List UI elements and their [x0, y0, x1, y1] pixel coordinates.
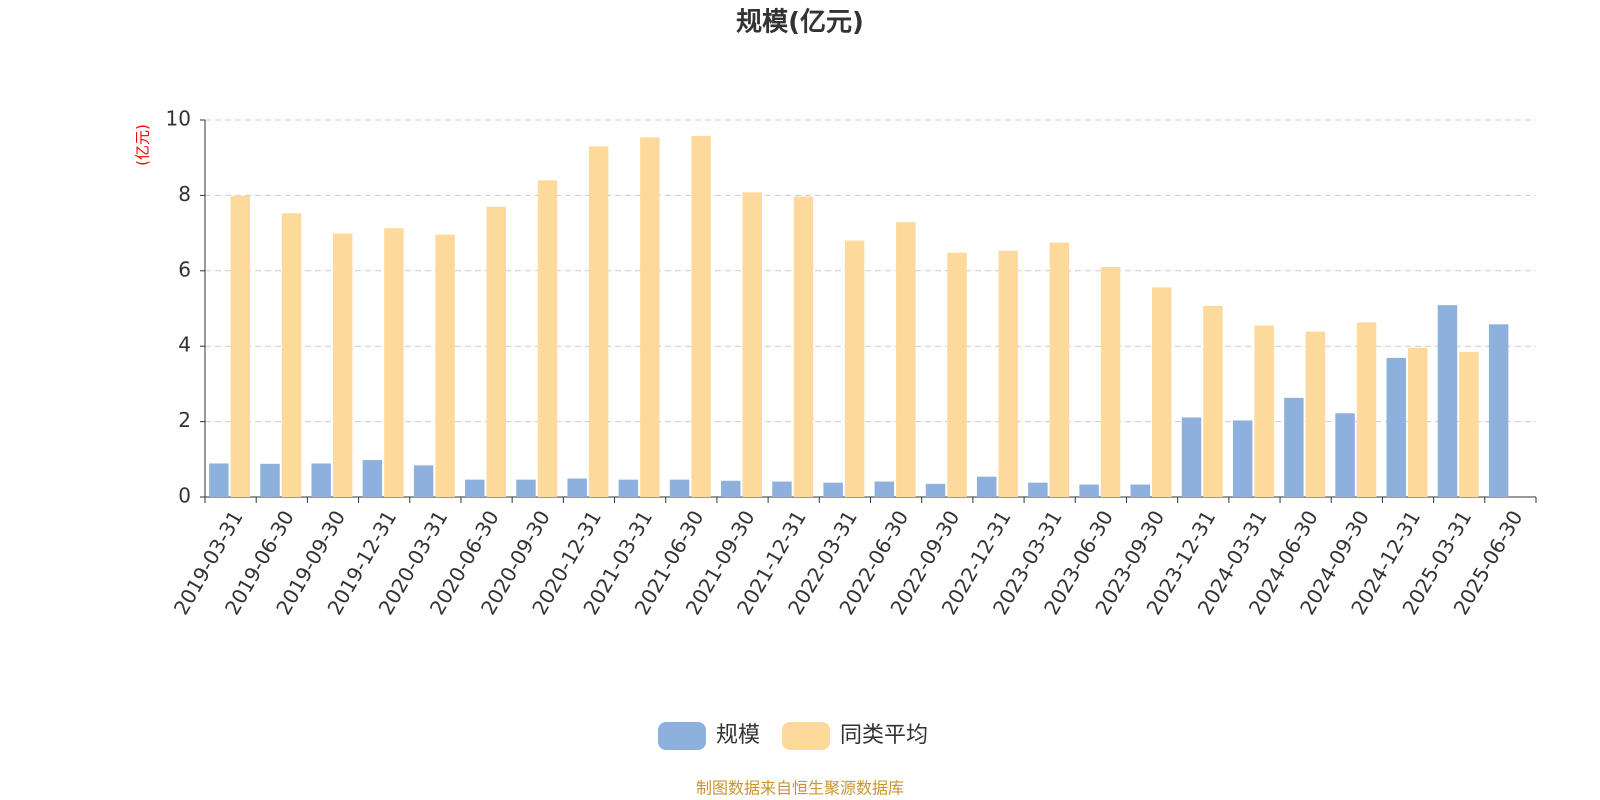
bar — [413, 465, 434, 497]
bar — [721, 480, 741, 497]
bar — [1079, 484, 1099, 497]
bar — [1181, 417, 1202, 497]
bar — [362, 460, 383, 497]
source-note: 制图数据来自恒生聚源数据库 — [696, 779, 904, 798]
bar — [1284, 397, 1304, 497]
bar — [281, 213, 302, 497]
bar — [384, 228, 404, 497]
bar — [896, 222, 916, 498]
y-tick-label: 2 — [178, 408, 191, 432]
bar — [1356, 322, 1377, 497]
bar — [1203, 305, 1223, 497]
bar — [1100, 267, 1121, 497]
chart-title: 规模(亿元) — [736, 8, 864, 38]
bar — [823, 482, 843, 497]
bar — [465, 479, 485, 497]
bar — [1408, 347, 1428, 497]
bar — [1049, 242, 1070, 497]
bar — [925, 483, 946, 497]
bar — [742, 192, 762, 497]
bar — [772, 481, 792, 497]
bar — [1232, 420, 1253, 497]
bar — [516, 479, 536, 497]
bar — [976, 476, 997, 497]
bar — [1028, 482, 1048, 497]
bar — [1254, 325, 1274, 497]
bar — [640, 137, 660, 498]
bar — [260, 463, 280, 497]
bar — [691, 135, 711, 498]
bar — [874, 481, 895, 497]
bar — [567, 478, 587, 497]
bar — [332, 233, 353, 498]
bar — [1437, 305, 1458, 497]
bar — [1305, 331, 1326, 497]
bar — [998, 250, 1018, 497]
y-tick-label: 0 — [178, 484, 191, 508]
legend-label[interactable]: 同类平均 — [840, 723, 928, 748]
y-axis-label: (亿元) — [134, 124, 152, 166]
bar — [209, 463, 229, 497]
legend-label[interactable]: 规模 — [716, 723, 760, 748]
bar — [311, 463, 331, 497]
bar — [1459, 351, 1479, 497]
bar — [618, 479, 639, 497]
bar — [588, 146, 609, 497]
bar — [435, 234, 455, 497]
bar — [1488, 324, 1509, 497]
bar — [947, 252, 967, 497]
y-tick-label: 4 — [178, 333, 191, 357]
legend-swatch[interactable] — [782, 722, 831, 750]
bar — [537, 180, 558, 497]
bar — [1152, 287, 1172, 497]
bar — [230, 195, 251, 498]
bar — [1130, 484, 1151, 497]
legend-swatch[interactable] — [658, 722, 706, 750]
y-tick-label: 8 — [178, 182, 191, 206]
bar — [793, 196, 814, 497]
bar — [669, 479, 690, 497]
bar — [1386, 357, 1406, 497]
bar — [486, 206, 507, 497]
y-tick-label: 6 — [178, 257, 191, 281]
y-tick-label: 10 — [166, 107, 191, 131]
bar — [1335, 413, 1355, 497]
bar — [844, 240, 865, 497]
